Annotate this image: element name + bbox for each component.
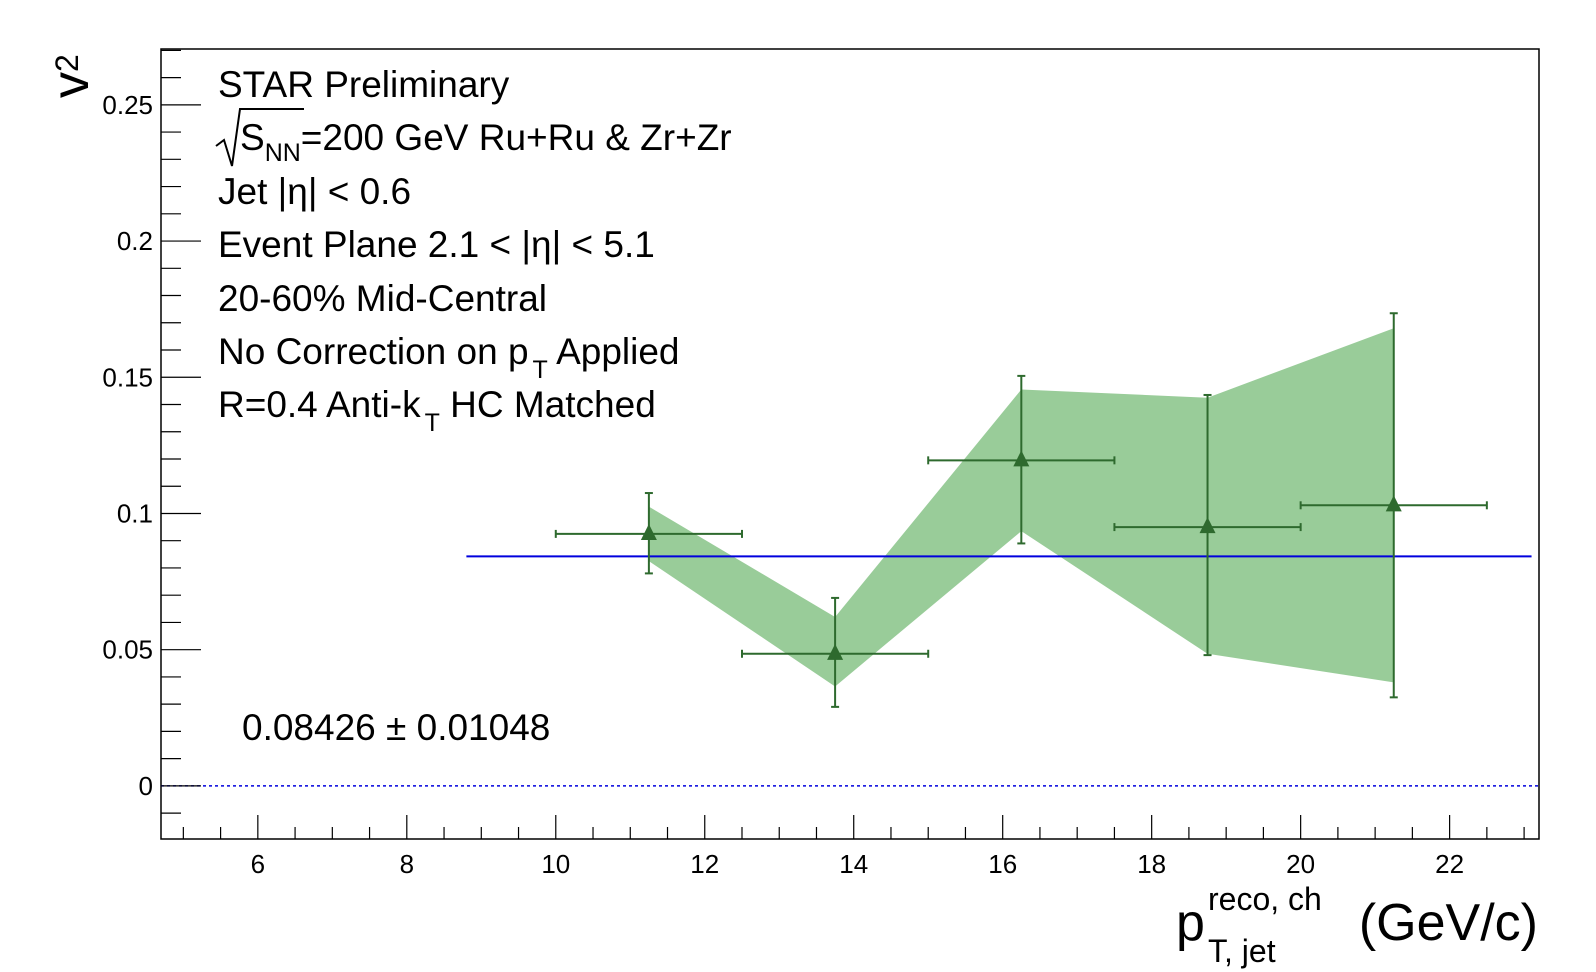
data-point	[554, 492, 743, 575]
y-tick-label: 0.2	[117, 226, 153, 256]
x-axis-title-superscript: reco, ch	[1208, 881, 1322, 917]
x-tick-label: 10	[541, 849, 570, 879]
centrality-label: 20-60% Mid-Central	[218, 278, 547, 319]
x-axis-title-unit: (GeV/c)	[1359, 894, 1538, 952]
x-tick-label: 6	[251, 849, 265, 879]
y-axis-title: v2	[42, 54, 100, 98]
triangle-marker	[640, 523, 657, 540]
x-axis-title-subscript: T, jet	[1208, 933, 1276, 969]
x-tick-label: 22	[1435, 849, 1464, 879]
triangle-marker	[1385, 495, 1402, 512]
plot-frame	[160, 48, 1540, 840]
jet-eta-label: Jet |η| < 0.6	[218, 171, 411, 212]
fit-result-label: 0.08426 ± 0.01048	[242, 707, 550, 748]
collision-energy-label: SNN=200 GeV Ru+Ru & Zr+Zr	[215, 108, 732, 167]
data-point	[927, 374, 1116, 545]
x-tick-label: 12	[690, 849, 719, 879]
energy-symbol: SNN=200 GeV Ru+Ru & Zr+Zr	[240, 117, 732, 167]
data-point-layer	[554, 312, 1488, 708]
jet-definition-label: R=0.4 Anti-k T HC Matched	[218, 384, 656, 437]
jet-definition-subscript: T	[425, 409, 440, 437]
x-axis-title: p reco, ch T, jet (GeV/c)	[1176, 881, 1538, 969]
triangle-marker	[1013, 450, 1030, 467]
x-tick-label: 8	[400, 849, 414, 879]
x-tick-label: 20	[1286, 849, 1315, 879]
correction-subscript: T	[533, 356, 548, 384]
x-axis-title-main: p	[1176, 894, 1205, 952]
data-point	[1113, 393, 1302, 657]
data-point	[740, 596, 930, 708]
y-tick-label: 0.25	[102, 90, 153, 120]
y-tick-label: 0.1	[117, 498, 153, 528]
triangle-marker	[1199, 517, 1216, 534]
event-plane-label: Event Plane 2.1 < |η| < 5.1	[218, 224, 655, 265]
reference-line-layer	[161, 555, 1539, 787]
sqrt-symbol	[215, 108, 304, 167]
y-tick-label: 0.15	[102, 362, 153, 392]
experiment-label: STAR Preliminary	[218, 64, 510, 105]
axis-tick-layer: 6 8 10 12 14 16 18 20 22 0 0.05 0.1 0.15 0.2 0.25	[102, 49, 1525, 879]
y-tick-label: 0.05	[102, 635, 153, 665]
energy-value: =200 GeV Ru+Ru & Zr+Zr	[301, 117, 732, 158]
x-tick-label: 14	[839, 849, 868, 879]
x-tick-label: 18	[1137, 849, 1166, 879]
x-tick-label: 16	[988, 849, 1017, 879]
data-point	[1299, 312, 1488, 699]
energy-subscript: NN	[265, 139, 301, 167]
y-tick-label: 0	[139, 771, 153, 801]
triangle-marker	[827, 643, 844, 660]
